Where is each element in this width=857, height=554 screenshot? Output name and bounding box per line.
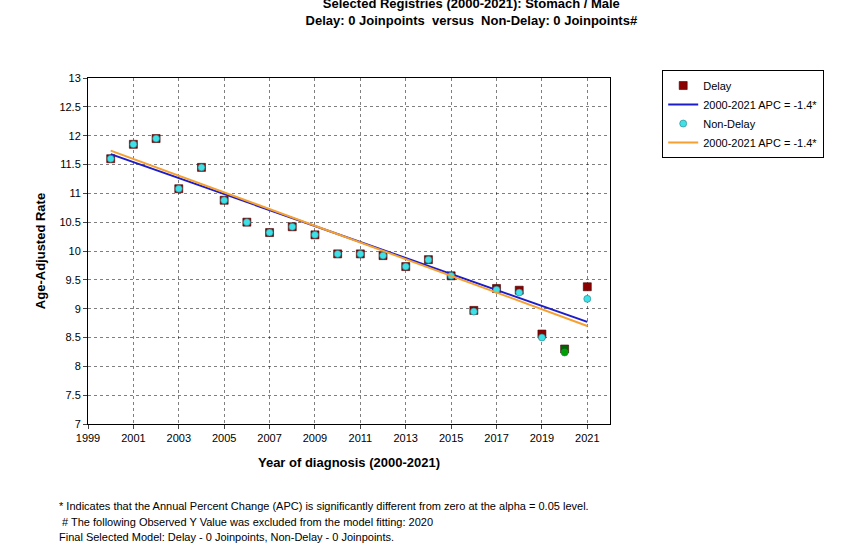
svg-text:2000-2021 APC = -1.4*: 2000-2021 APC = -1.4* [703,99,817,111]
svg-text:2015: 2015 [439,432,463,444]
svg-text:8: 8 [75,360,81,372]
svg-text:# The following Observed Y Val: # The following Observed Y Value was exc… [59,516,433,528]
svg-text:2013: 2013 [393,432,417,444]
svg-text:11: 11 [69,187,80,199]
svg-text:Selected Registries (2000-2021: Selected Registries (2000-2021): Stomach… [306,0,638,28]
svg-text:13: 13 [69,72,81,84]
svg-text:7.5: 7.5 [66,389,81,401]
svg-text:2005: 2005 [212,432,236,444]
svg-text:10: 10 [69,245,81,257]
svg-text:12: 12 [69,130,81,142]
svg-text:7: 7 [75,418,81,430]
svg-text:9: 9 [75,303,81,315]
svg-text:9.5: 9.5 [66,274,81,286]
svg-text:* Indicates that the Annual Pe: * Indicates that the Annual Percent Chan… [59,500,589,512]
svg-text:10.5: 10.5 [59,216,80,228]
svg-text:2021: 2021 [575,432,599,444]
svg-text:2000-2021 APC = -1.4*: 2000-2021 APC = -1.4* [703,137,817,149]
svg-text:Age-Adjusted Rate: Age-Adjusted Rate [33,193,48,309]
svg-text:2001: 2001 [121,432,145,444]
svg-text:2017: 2017 [484,432,508,444]
svg-text:Non-Delay: Non-Delay [703,118,755,130]
svg-text:2003: 2003 [167,432,191,444]
svg-text:2019: 2019 [530,432,554,444]
svg-text:Year of diagnosis (2000-2021): Year of diagnosis (2000-2021) [258,455,440,470]
svg-text:12.5: 12.5 [59,101,80,113]
svg-text:Final Selected Model: Delay -: Final Selected Model: Delay - 0 Joinpoin… [59,531,394,543]
svg-text:2009: 2009 [303,432,327,444]
svg-text:1999: 1999 [76,432,100,444]
svg-text:11.5: 11.5 [60,158,81,170]
svg-text:Delay: Delay [703,80,732,92]
svg-text:8.5: 8.5 [66,331,81,343]
svg-text:2011: 2011 [349,432,373,444]
svg-text:2007: 2007 [257,432,281,444]
